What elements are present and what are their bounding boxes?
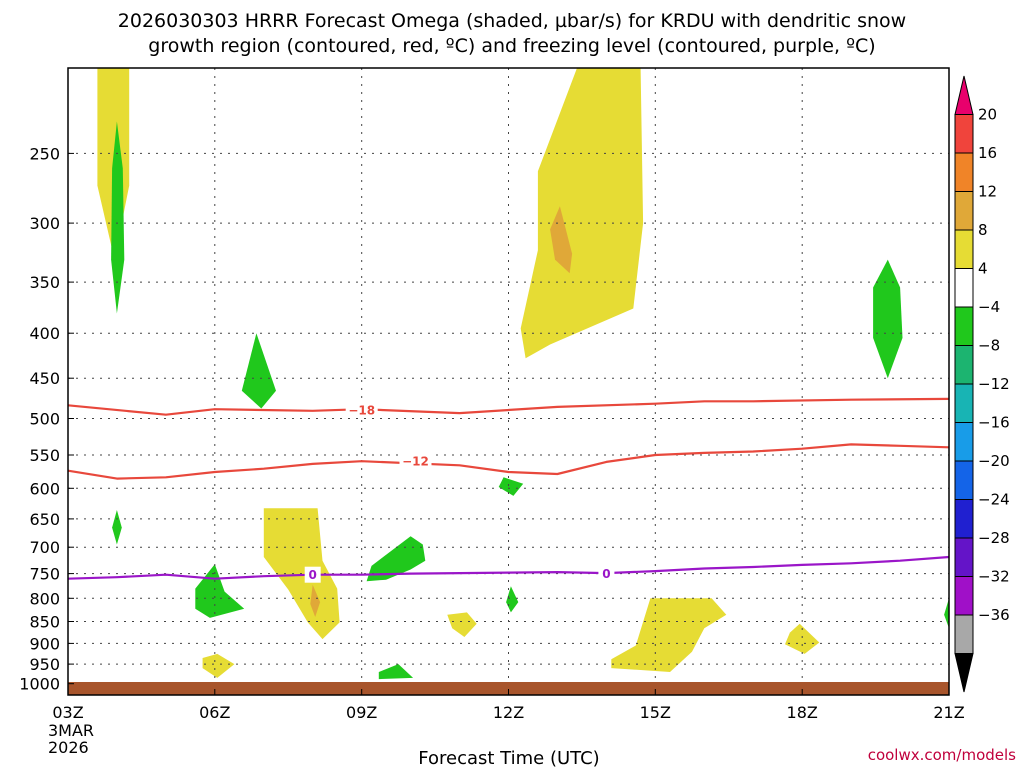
colorbar-bin-2 (954, 152, 974, 192)
omega-region-downdraft-1600z-low (611, 598, 727, 672)
x-tick-label-06Z: 06Z (199, 703, 230, 722)
colorbar-bin-10 (954, 460, 974, 500)
omega-region-downdraft-1830z-low (785, 623, 820, 654)
colorbar-label-4: 4 (978, 260, 988, 278)
chart-title-line-2: growth region (contoured, red, ºC) and f… (148, 35, 875, 57)
omega-region-downdraft-0800z-core (310, 584, 321, 617)
x-tick-label-03Z: 03Z (52, 703, 83, 722)
y-tick-label-450: 450 (29, 369, 60, 388)
colorbar-bin-4 (954, 229, 974, 269)
contour-label-18-0: −18 (348, 404, 375, 418)
colorbar-bin-3 (954, 191, 974, 231)
contour-line-18 (67, 397, 950, 416)
colorbar-bin-15 (954, 653, 974, 693)
temperature-contours: −18 −12 0 0 (67, 397, 950, 583)
colorbar-bin-1 (954, 114, 974, 154)
omega-region-downdraft-1300z-upper (520, 68, 644, 359)
colorbar-label-8: −16 (978, 414, 1010, 432)
colorbar-label-5: −4 (978, 298, 1000, 316)
y-tick-label-700: 700 (29, 538, 60, 557)
omega-region-updraft-0400z-low (112, 510, 122, 545)
colorbar-bin-11 (954, 499, 974, 539)
y-tick-label-900: 900 (29, 634, 60, 653)
x-tick-sublabel-2026: 2026 (48, 738, 89, 757)
colorbar-label-2: 12 (978, 183, 997, 201)
x-tick-label-18Z: 18Z (787, 703, 818, 722)
colorbar-bin-13 (954, 576, 974, 616)
colorbar-bin-5 (954, 268, 974, 308)
y-tick-label-600: 600 (29, 479, 60, 498)
y-tick-label-500: 500 (29, 410, 60, 429)
x-tick-label-09Z: 09Z (346, 703, 377, 722)
omega-shaded-regions (97, 68, 949, 680)
y-axis-pressure-ticks: 250 300 350 400 450 500 550 600 650 700 750 800 850 9… (19, 144, 74, 694)
colorbar-label-0: 20 (978, 106, 997, 124)
colorbar-label-13: −36 (978, 606, 1010, 624)
colorbar-label-10: −24 (978, 491, 1010, 509)
omega-region-updraft-1200z-600 (498, 477, 524, 496)
colorbar-label-1: 16 (978, 144, 997, 162)
x-axis-label: Forecast Time (UTC) (418, 748, 599, 768)
omega-region-updraft-1000z-950 (378, 664, 414, 680)
omega-region-downdraft-0600z-950 (202, 653, 235, 678)
x-tick-label-15Z: 15Z (640, 703, 671, 722)
contour-line-0 (67, 555, 950, 580)
colorbar-bin-8 (954, 383, 974, 423)
y-tick-label-1000: 1000 (19, 675, 60, 694)
colorbar-label-3: 8 (978, 221, 988, 239)
omega-region-updraft-0700z-mid (241, 333, 276, 409)
y-tick-label-300: 300 (29, 214, 60, 233)
omega-region-updraft-2100z-800 (944, 598, 949, 629)
colorbar-bin-12 (954, 537, 974, 577)
colorbar-label-7: −12 (978, 375, 1010, 393)
omega-region-updraft-1200z-800 (506, 586, 519, 613)
plot-area: −18 −12 0 0 (67, 67, 950, 696)
omega-region-updraft-1000z-700 (366, 536, 426, 582)
y-tick-label-850: 850 (29, 613, 60, 632)
colorbar-bin-6 (954, 306, 974, 346)
credit-text: coolwx.com/models (868, 746, 1016, 764)
contour-label-bg-0-1 (598, 565, 615, 582)
contour-label-12-0: −12 (402, 455, 429, 469)
y-tick-label-350: 350 (29, 273, 60, 292)
omega-region-updraft-2000z-upper (873, 259, 903, 379)
ground-surface (68, 682, 949, 695)
contour-label-bg-18-0 (345, 402, 378, 418)
colorbar-label-6: −8 (978, 337, 1000, 355)
contour-label-0-1: 0 (602, 567, 610, 581)
y-tick-label-750: 750 (29, 565, 60, 584)
y-tick-label-250: 250 (29, 144, 60, 163)
contour-line-12 (67, 443, 950, 480)
y-tick-label-650: 650 (29, 510, 60, 529)
colorbar-bin-9 (954, 422, 974, 462)
y-tick-label-400: 400 (29, 324, 60, 343)
contour-label-bg-0-0 (304, 566, 321, 583)
contour-label-bg-12-0 (399, 453, 432, 470)
x-tick-label-21Z: 21Z (933, 703, 964, 722)
omega-region-downdraft-1100z-850 (447, 612, 477, 637)
colorbar-bin-0 (954, 75, 974, 115)
y-tick-label-800: 800 (29, 589, 60, 608)
x-tick-label-12Z: 12Z (493, 703, 524, 722)
omega-colorbar: 20 16 12 8 4 −4 −8 −12 −16 −20 −24 −28 −32 −36 (954, 75, 1010, 693)
x-tick-sublabel-3mar: 3MAR (48, 721, 94, 740)
colorbar-bin-7 (954, 345, 974, 385)
omega-region-downdraft-1300z-core (550, 206, 573, 274)
colorbar-bin-14 (954, 614, 974, 654)
y-tick-label-550: 550 (29, 446, 60, 465)
chart-title-line-1: 2026030303 HRRR Forecast Omega (shaded, … (118, 10, 906, 32)
colorbar-label-11: −28 (978, 529, 1010, 547)
colorbar-label-12: −32 (978, 568, 1010, 586)
omega-region-updraft-0500z-upper (111, 121, 125, 314)
y-tick-label-950: 950 (29, 655, 60, 674)
colorbar-label-9: −20 (978, 452, 1010, 470)
contour-label-0-0: 0 (309, 568, 317, 582)
